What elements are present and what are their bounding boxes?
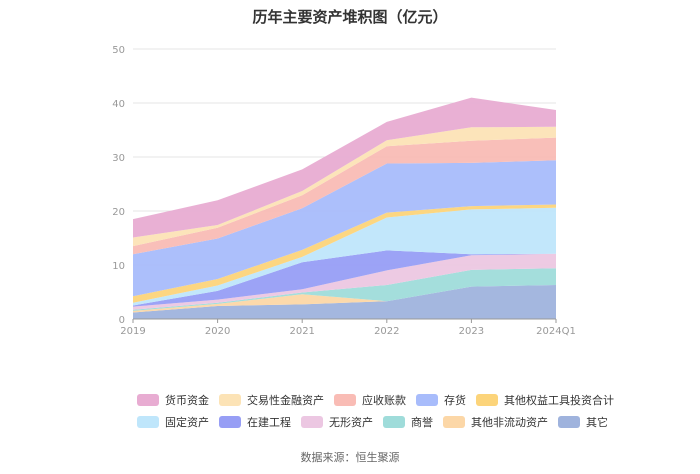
x-tick-label: 2022: [374, 326, 399, 337]
legend-item[interactable]: 货币资金: [137, 392, 209, 408]
legend-row: 货币资金 交易性金融资产 应收账款 存货 其他权益工具投资合计: [137, 389, 614, 411]
area-series-5: [133, 207, 556, 306]
chart-title: 历年主要资产堆积图（亿元）: [252, 8, 448, 26]
x-tick-label: 2019: [120, 326, 145, 337]
y-tick-label: 0: [119, 315, 125, 326]
legend-item[interactable]: 其他非流动资产: [443, 414, 548, 430]
legend-label: 其他非流动资产: [471, 416, 548, 429]
legend-swatch: [558, 416, 580, 428]
area-series-4: [133, 250, 556, 307]
legend-swatch: [137, 394, 159, 406]
legend-swatch: [476, 394, 498, 406]
legend-swatch: [219, 394, 241, 406]
legend-label: 存货: [444, 394, 466, 407]
y-tick-label: 10: [112, 261, 125, 272]
legend-item[interactable]: 应收账款: [334, 392, 406, 408]
area-series-6: [133, 204, 556, 303]
legend-label: 货币资金: [165, 394, 209, 407]
area-series-9: [133, 126, 556, 247]
axes: 0 10 20 30 40 50 2019 2020 2021 2022 2023 2024Q1: [112, 45, 576, 337]
area-series-1: [133, 285, 556, 313]
legend-swatch: [443, 416, 465, 428]
legend-swatch: [137, 416, 159, 428]
legend-label: 商誉: [411, 416, 433, 429]
area-series-8: [133, 137, 556, 255]
y-tick-label: 20: [112, 207, 125, 218]
x-tick-label: 2021: [289, 326, 314, 337]
legend-label: 其它: [586, 416, 608, 429]
source-note: 数据来源：恒生聚源: [300, 451, 400, 464]
legend-swatch: [416, 394, 438, 406]
x-tick-label: 2023: [459, 326, 484, 337]
x-tick-label: 2024Q1: [536, 326, 576, 337]
legend-item[interactable]: 其它: [558, 414, 608, 430]
legend-label: 应收账款: [362, 394, 406, 407]
legend-label: 无形资产: [329, 416, 373, 429]
legend-swatch: [301, 416, 323, 428]
x-tick-label: 2020: [205, 326, 230, 337]
legend-label: 在建工程: [247, 416, 291, 429]
legend-label: 固定资产: [165, 416, 209, 429]
legend-row: 固定资产 在建工程 无形资产 商誉 其他非流动资产 其它: [137, 411, 608, 433]
area-series: [133, 97, 556, 319]
area-series-3: [133, 253, 556, 310]
area-series-7: [133, 160, 556, 297]
area-series-10: [133, 97, 556, 238]
legend-label: 其他权益工具投资合计: [504, 394, 614, 407]
area-series-2: [133, 268, 556, 311]
legend-label: 交易性金融资产: [247, 394, 324, 407]
legend-swatch: [219, 416, 241, 428]
y-tick-label: 40: [112, 99, 125, 110]
legend-item[interactable]: 固定资产: [137, 414, 209, 430]
legend-item[interactable]: 存货: [416, 392, 466, 408]
y-tick-label: 50: [112, 45, 125, 56]
legend-item[interactable]: 交易性金融资产: [219, 392, 324, 408]
legend-swatch: [334, 394, 356, 406]
legend-item[interactable]: 其他权益工具投资合计: [476, 392, 614, 408]
legend-item[interactable]: 在建工程: [219, 414, 291, 430]
area-series-0: [133, 285, 556, 319]
y-tick-label: 30: [112, 153, 125, 164]
legend-swatch: [383, 416, 405, 428]
legend-item[interactable]: 无形资产: [301, 414, 373, 430]
legend-item[interactable]: 商誉: [383, 414, 433, 430]
legend: 货币资金 交易性金融资产 应收账款 存货 其他权益工具投资合计固定资产 在建工程 无形资产 商…: [137, 389, 614, 433]
